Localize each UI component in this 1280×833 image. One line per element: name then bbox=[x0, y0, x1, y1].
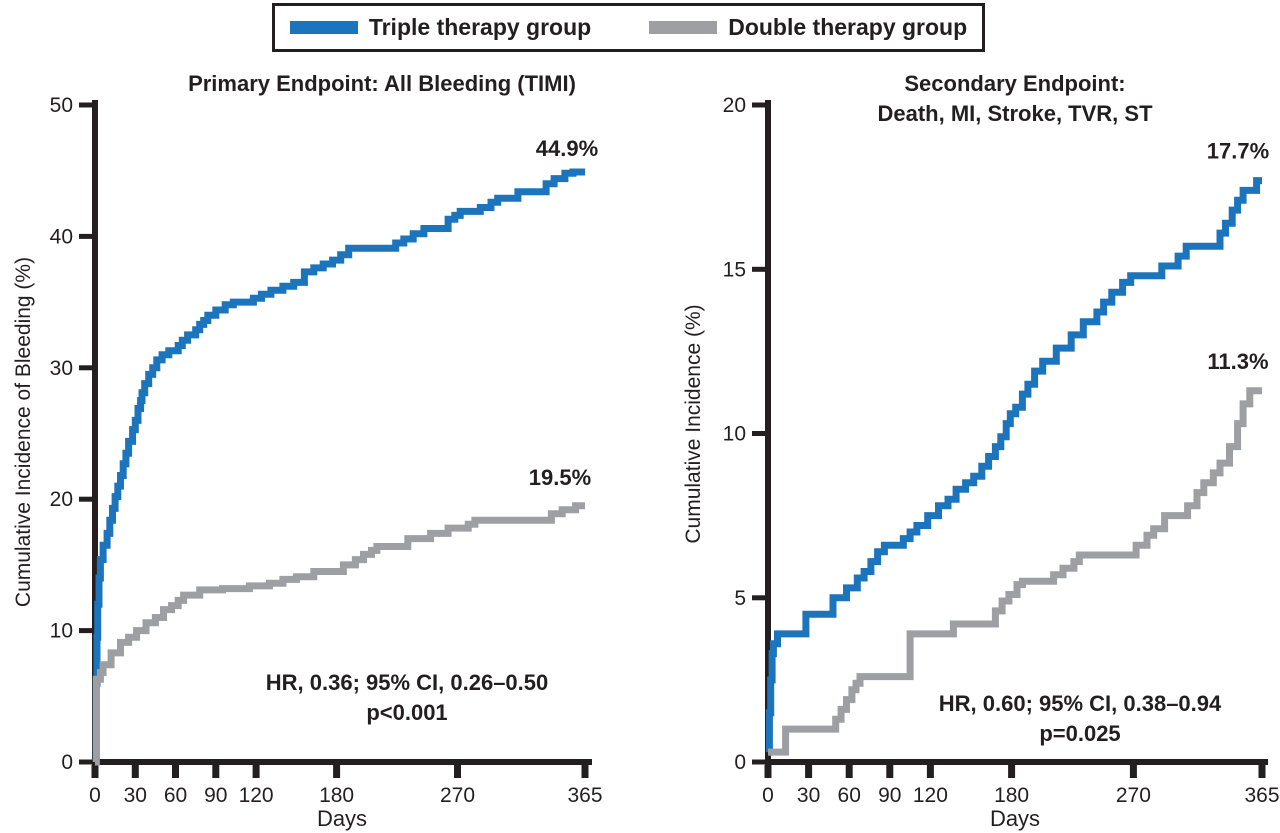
secondary-hr-line: HR, 0.60; 95% CI, 0.38–0.94 bbox=[938, 691, 1222, 716]
primary-end-value-double-therapy-group: 19.5% bbox=[529, 465, 591, 490]
primary-y-tick-label: 50 bbox=[50, 94, 73, 117]
secondary-curve-triple-therapy-group bbox=[765, 177, 1262, 756]
primary-y-tick-label: 10 bbox=[50, 620, 73, 643]
primary-endpoint-title: Primary Endpoint: All Bleeding (TIMI) bbox=[188, 71, 576, 96]
primary-x-tick-label: 365 bbox=[567, 784, 602, 807]
primary-x-tick-label: 60 bbox=[164, 784, 187, 807]
secondary-curve-double-therapy-group bbox=[768, 387, 1262, 756]
secondary-x-tick-label: 90 bbox=[878, 784, 901, 807]
primary-x-tick-label: 270 bbox=[440, 784, 475, 807]
secondary-end-value-triple-therapy-group: 17.7% bbox=[1207, 139, 1269, 164]
primary-pvalue-line: p<0.001 bbox=[366, 700, 448, 725]
left-x-axis-label: Days bbox=[316, 806, 368, 831]
secondary-endpoint-title-line1: Secondary Endpoint: bbox=[904, 71, 1126, 96]
legend-item-double: Double therapy group bbox=[649, 14, 967, 41]
primary-x-tick-label: 90 bbox=[204, 784, 227, 807]
primary-x-tick-label: 180 bbox=[319, 784, 354, 807]
secondary-x-tick-label: 180 bbox=[994, 784, 1029, 807]
triple-therapy-line-swatch bbox=[289, 21, 358, 34]
secondary-x-tick-label: 0 bbox=[762, 784, 774, 807]
primary-curve-triple-therapy-group bbox=[92, 168, 585, 766]
secondary-x-tick-label: 270 bbox=[1116, 784, 1151, 807]
primary-x-tick-label: 30 bbox=[124, 784, 147, 807]
right-x-axis-label: Days bbox=[989, 806, 1041, 831]
secondary-x-tick-label: 30 bbox=[797, 784, 820, 807]
legend-box: Triple therapy group Double therapy grou… bbox=[272, 3, 985, 52]
primary-y-tick-label: 20 bbox=[50, 488, 73, 511]
secondary-x-tick-label: 365 bbox=[1244, 784, 1279, 807]
primary-hr-line: HR, 0.36; 95% CI, 0.26–0.50 bbox=[265, 670, 549, 695]
primary-end-value-triple-therapy-group: 44.9% bbox=[536, 136, 598, 161]
secondary-endpoint-title: Secondary Endpoint: Death, MI, Stroke, T… bbox=[765, 69, 1265, 129]
legend-label-double: Double therapy group bbox=[728, 14, 968, 40]
legend-label-triple: Triple therapy group bbox=[368, 14, 592, 40]
secondary-x-tick-label: 60 bbox=[838, 784, 861, 807]
secondary-endpoint-title-line2: Death, MI, Stroke, TVR, ST bbox=[877, 101, 1153, 126]
legend-item-triple: Triple therapy group bbox=[289, 14, 592, 41]
primary-x-tick-label: 0 bbox=[89, 784, 101, 807]
secondary-end-value-double-therapy-group: 11.3% bbox=[1207, 349, 1268, 374]
primary-y-tick-label: 0 bbox=[61, 751, 73, 774]
primary-y-tick-label: 40 bbox=[50, 225, 73, 248]
secondary-y-tick-label: 20 bbox=[723, 94, 746, 117]
secondary-hr-annotation: HR, 0.60; 95% CI, 0.38–0.94 p=0.025 bbox=[870, 689, 1280, 749]
secondary-y-tick-label: 10 bbox=[723, 423, 746, 446]
primary-y-tick-label: 30 bbox=[50, 357, 73, 380]
secondary-y-tick-label: 0 bbox=[734, 751, 746, 774]
secondary-y-tick-label: 5 bbox=[734, 587, 746, 610]
secondary-y-tick-label: 15 bbox=[723, 258, 746, 281]
secondary-pvalue-line: p=0.025 bbox=[1039, 721, 1121, 746]
primary-curve-double-therapy-group bbox=[92, 502, 585, 766]
double-therapy-line-swatch bbox=[649, 21, 718, 34]
secondary-x-tick-label: 120 bbox=[913, 784, 948, 807]
primary-hr-annotation: HR, 0.36; 95% CI, 0.26–0.50 p<0.001 bbox=[197, 668, 617, 728]
primary-x-tick-label: 120 bbox=[239, 784, 274, 807]
